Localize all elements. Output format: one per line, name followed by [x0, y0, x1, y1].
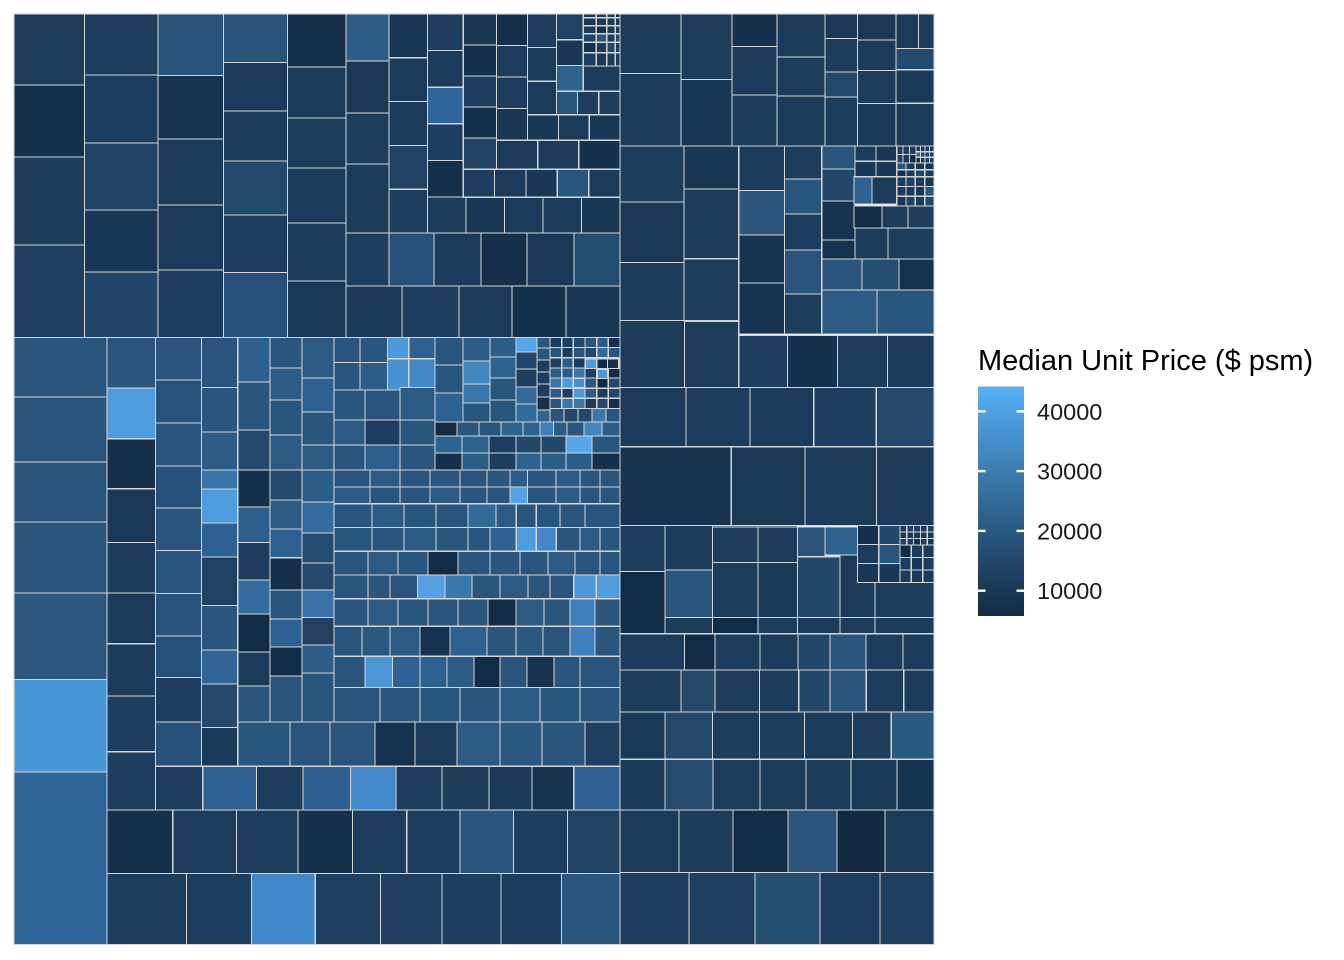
svg-text:20000: 20000 [1037, 518, 1102, 544]
svg-text:10000: 10000 [1037, 578, 1102, 604]
svg-text:30000: 30000 [1037, 459, 1102, 485]
svg-text:Median Unit Price ($ psm): Median Unit Price ($ psm) [978, 345, 1313, 377]
svg-text:40000: 40000 [1037, 399, 1102, 425]
